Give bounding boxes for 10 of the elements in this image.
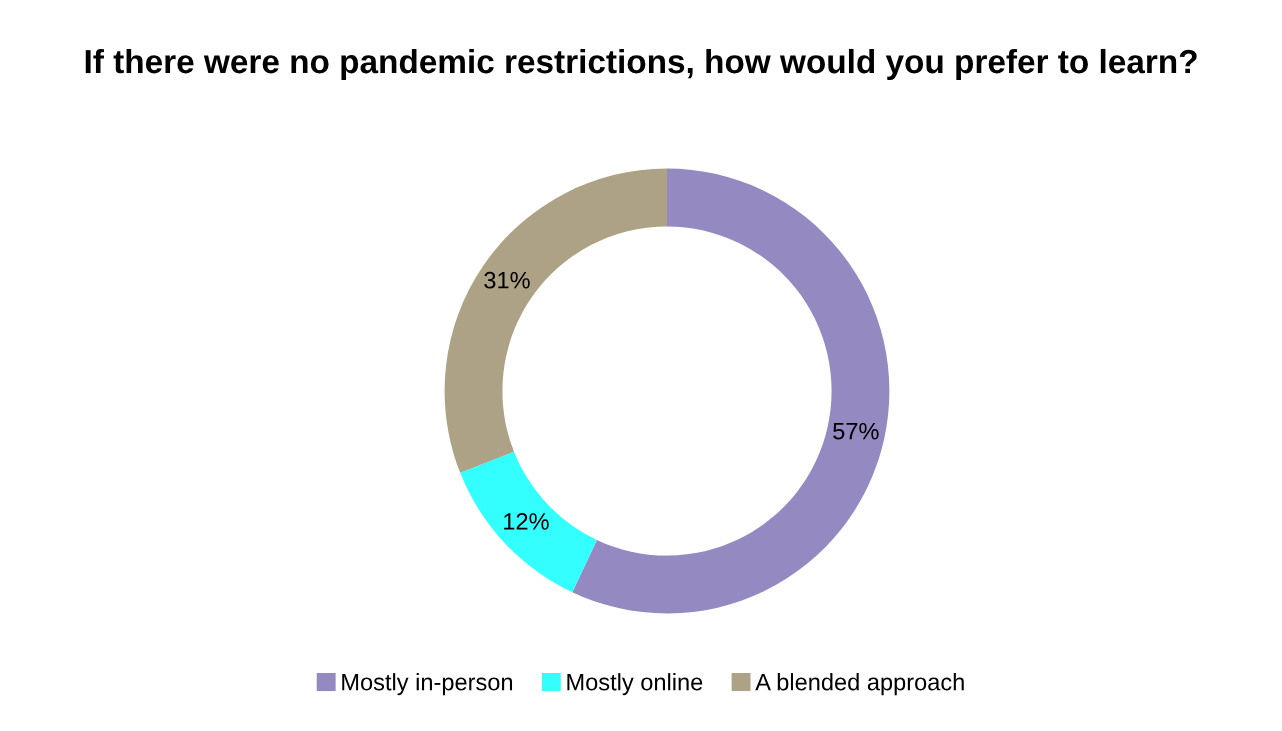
legend-label: Mostly in-person bbox=[342, 673, 513, 696]
donut-slice bbox=[572, 168, 890, 614]
data-label: 31% bbox=[484, 271, 530, 289]
data-label: 12% bbox=[504, 513, 549, 530]
legend-label: A blended approach bbox=[755, 673, 964, 696]
data-label: 57% bbox=[833, 422, 879, 440]
donut-slice bbox=[460, 451, 597, 593]
donut-slice bbox=[444, 168, 667, 473]
legend-label: Mostly online bbox=[567, 673, 703, 696]
chart-title: If there were no pandemic restrictions, how would you prefer to learn? bbox=[85, 48, 1197, 80]
